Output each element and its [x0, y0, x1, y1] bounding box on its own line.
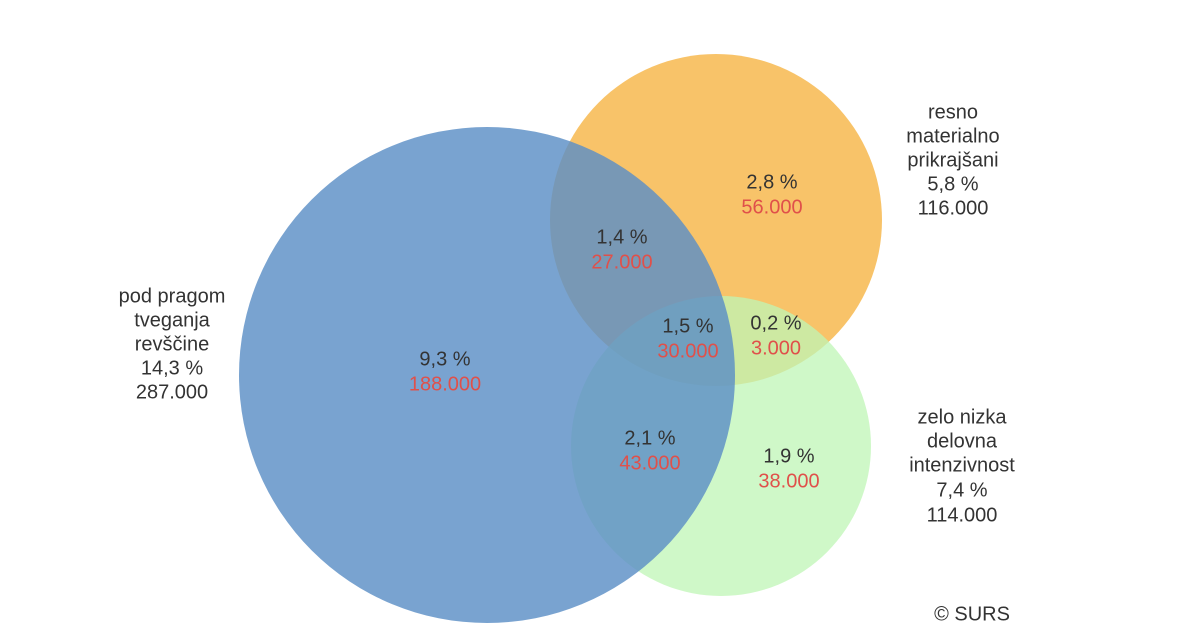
region-count: 43.000	[619, 452, 680, 474]
region-count: 188.000	[409, 373, 481, 395]
set-count: 287.000	[136, 381, 208, 403]
set-label: tveganja	[134, 309, 210, 331]
set-circle	[239, 127, 735, 623]
region-percent: 2,8 %	[746, 171, 797, 193]
region-count: 56.000	[741, 196, 802, 218]
set-label: intenzivnost	[909, 454, 1015, 476]
set-label: prikrajšani	[907, 149, 998, 171]
region-percent: 1,9 %	[763, 445, 814, 467]
set-percent: 5,8 %	[927, 173, 978, 195]
set-label: delovna	[927, 430, 998, 452]
set-label: resno	[928, 101, 978, 123]
set-label: zelo nizka	[918, 406, 1008, 428]
region-percent: 1,5 %	[662, 315, 713, 337]
set-percent: 14,3 %	[141, 357, 203, 379]
source-note: © SURS	[934, 603, 1010, 625]
region-count: 27.000	[591, 251, 652, 273]
region-count: 30.000	[657, 340, 718, 362]
region-count: 3.000	[751, 337, 801, 359]
set-percent: 7,4 %	[936, 479, 987, 501]
set-label: revščine	[135, 333, 209, 355]
set-count: 114.000	[927, 504, 998, 526]
region-percent: 2,1 %	[624, 427, 675, 449]
region-percent: 0,2 %	[750, 312, 801, 334]
region-percent: 9,3 %	[419, 348, 470, 370]
set-label: pod pragom	[119, 285, 226, 307]
region-percent: 1,4 %	[596, 226, 647, 248]
set-label: materialno	[906, 125, 999, 147]
set-count: 116.000	[918, 197, 989, 219]
region-count: 38.000	[758, 470, 819, 492]
